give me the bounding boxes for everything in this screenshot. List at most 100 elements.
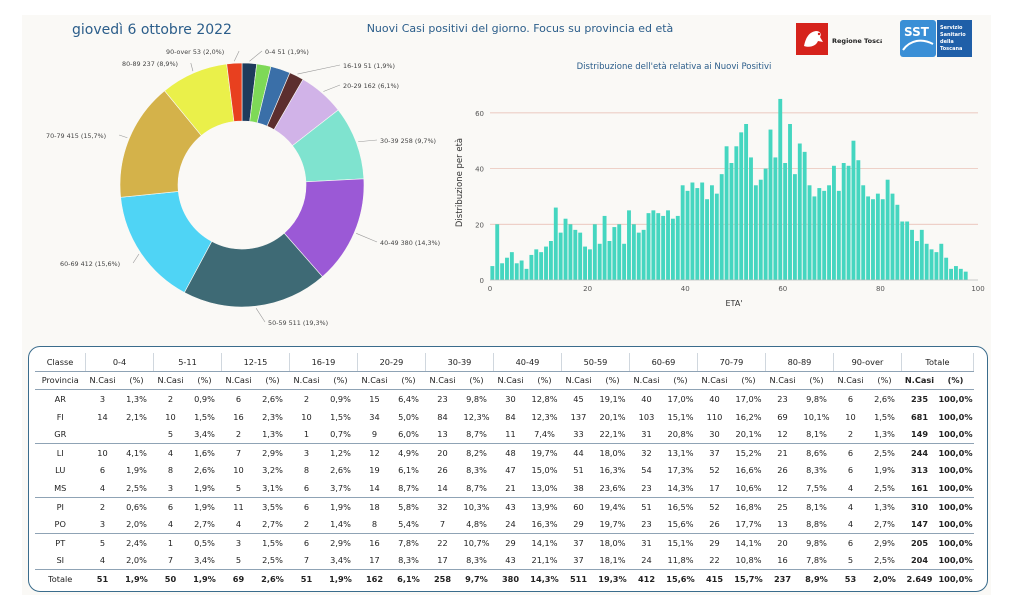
histogram-bar[interactable]: [924, 243, 929, 280]
histogram-bar[interactable]: [495, 224, 500, 280]
histogram-bar[interactable]: [578, 232, 583, 280]
histogram-bar[interactable]: [631, 224, 636, 280]
histogram-bar[interactable]: [705, 199, 709, 280]
histogram-bar[interactable]: [651, 210, 656, 280]
histogram-bar[interactable]: [880, 199, 885, 280]
histogram-bar[interactable]: [680, 185, 685, 280]
histogram-bar[interactable]: [958, 268, 963, 280]
histogram-bar[interactable]: [505, 257, 509, 280]
histogram-bar[interactable]: [949, 268, 953, 280]
histogram-bar[interactable]: [583, 246, 587, 280]
histogram-bar[interactable]: [822, 190, 827, 280]
histogram-bar[interactable]: [612, 227, 617, 280]
histogram-bar[interactable]: [861, 185, 866, 280]
histogram-bar[interactable]: [695, 188, 700, 280]
histogram-bar[interactable]: [792, 174, 797, 280]
histogram-bar[interactable]: [588, 249, 592, 280]
histogram-bar[interactable]: [490, 266, 495, 280]
histogram-bar[interactable]: [910, 229, 914, 280]
histogram-bar[interactable]: [841, 163, 846, 280]
histogram-bar[interactable]: [719, 174, 724, 280]
histogram-bar[interactable]: [929, 249, 934, 280]
histogram-bar[interactable]: [666, 210, 670, 280]
histogram-bar[interactable]: [524, 268, 529, 280]
histogram-bar[interactable]: [568, 224, 573, 280]
histogram-bar[interactable]: [690, 182, 695, 281]
histogram-bar[interactable]: [670, 218, 675, 280]
histogram-bar[interactable]: [768, 129, 773, 280]
histogram-bar[interactable]: [602, 215, 607, 280]
histogram-bar[interactable]: [539, 252, 544, 280]
histogram-bar[interactable]: [558, 232, 563, 280]
histogram-bar[interactable]: [763, 168, 768, 280]
histogram-bar[interactable]: [636, 232, 641, 280]
histogram-bar[interactable]: [500, 263, 505, 280]
histogram-bar[interactable]: [646, 213, 651, 280]
histogram-bar[interactable]: [675, 215, 680, 280]
histogram-bar[interactable]: [597, 243, 602, 280]
histogram-bar[interactable]: [788, 124, 792, 280]
histogram-bar[interactable]: [607, 241, 612, 280]
histogram-bar[interactable]: [544, 246, 548, 280]
histogram-bar[interactable]: [724, 146, 729, 280]
histogram-bar[interactable]: [895, 204, 900, 280]
histogram-bar[interactable]: [827, 185, 831, 280]
histogram-bar[interactable]: [573, 229, 578, 280]
histogram-bar[interactable]: [758, 179, 763, 280]
histogram-bar[interactable]: [509, 252, 514, 280]
histogram-bar[interactable]: [944, 257, 949, 280]
histogram-bar[interactable]: [514, 263, 519, 280]
histogram-bar[interactable]: [627, 210, 631, 280]
histogram-bar[interactable]: [744, 124, 749, 280]
histogram-bar[interactable]: [939, 243, 944, 280]
histogram-bar[interactable]: [919, 229, 924, 280]
histogram-bar[interactable]: [700, 182, 705, 281]
histogram-bar[interactable]: [548, 241, 553, 280]
histogram-bar[interactable]: [954, 266, 958, 280]
histogram-bar[interactable]: [866, 196, 871, 280]
histogram-bar[interactable]: [832, 165, 836, 280]
histogram-bar[interactable]: [729, 163, 734, 280]
histogram-bar[interactable]: [534, 249, 539, 280]
histogram-bar[interactable]: [734, 146, 739, 280]
histogram-bar[interactable]: [622, 243, 627, 280]
histogram-bar[interactable]: [885, 179, 890, 280]
histogram-bar[interactable]: [656, 213, 661, 280]
histogram-bar[interactable]: [812, 196, 817, 280]
histogram-bar[interactable]: [714, 193, 719, 280]
histogram-bar[interactable]: [592, 224, 597, 280]
histogram-bar[interactable]: [851, 140, 856, 280]
histogram-bar[interactable]: [519, 260, 524, 281]
histogram-bar[interactable]: [890, 193, 895, 280]
histogram-bar[interactable]: [871, 199, 875, 280]
histogram-bar[interactable]: [778, 98, 783, 280]
histogram-bar[interactable]: [905, 221, 910, 281]
histogram-bar[interactable]: [934, 252, 939, 280]
histogram-bar[interactable]: [797, 143, 802, 281]
histogram-bar[interactable]: [685, 190, 690, 280]
histogram-bar[interactable]: [553, 207, 558, 280]
histogram-bar[interactable]: [641, 229, 646, 280]
histogram-bar[interactable]: [802, 151, 807, 280]
histogram-bar[interactable]: [563, 218, 568, 280]
histogram-bar[interactable]: [836, 190, 841, 280]
histogram-bar[interactable]: [617, 224, 622, 280]
histogram-bar[interactable]: [529, 254, 534, 280]
histogram-bar[interactable]: [807, 185, 812, 280]
donut-slice-90-over[interactable]: [226, 62, 243, 122]
histogram-bar[interactable]: [817, 188, 822, 280]
histogram-bar[interactable]: [753, 185, 758, 280]
histogram-bar[interactable]: [710, 185, 714, 280]
histogram-bar[interactable]: [856, 160, 861, 280]
histogram-bar[interactable]: [739, 132, 744, 280]
histogram-bar[interactable]: [963, 271, 968, 280]
histogram-bar[interactable]: [914, 241, 919, 280]
histogram-bar[interactable]: [773, 157, 778, 280]
histogram-bar[interactable]: [846, 165, 851, 280]
histogram-bar[interactable]: [875, 193, 880, 280]
histogram-bar[interactable]: [661, 215, 666, 280]
histogram-bar[interactable]: [900, 221, 905, 281]
histogram-bar[interactable]: [783, 163, 788, 280]
donut-slice-50-59[interactable]: [183, 232, 323, 308]
histogram-bar[interactable]: [749, 157, 753, 280]
